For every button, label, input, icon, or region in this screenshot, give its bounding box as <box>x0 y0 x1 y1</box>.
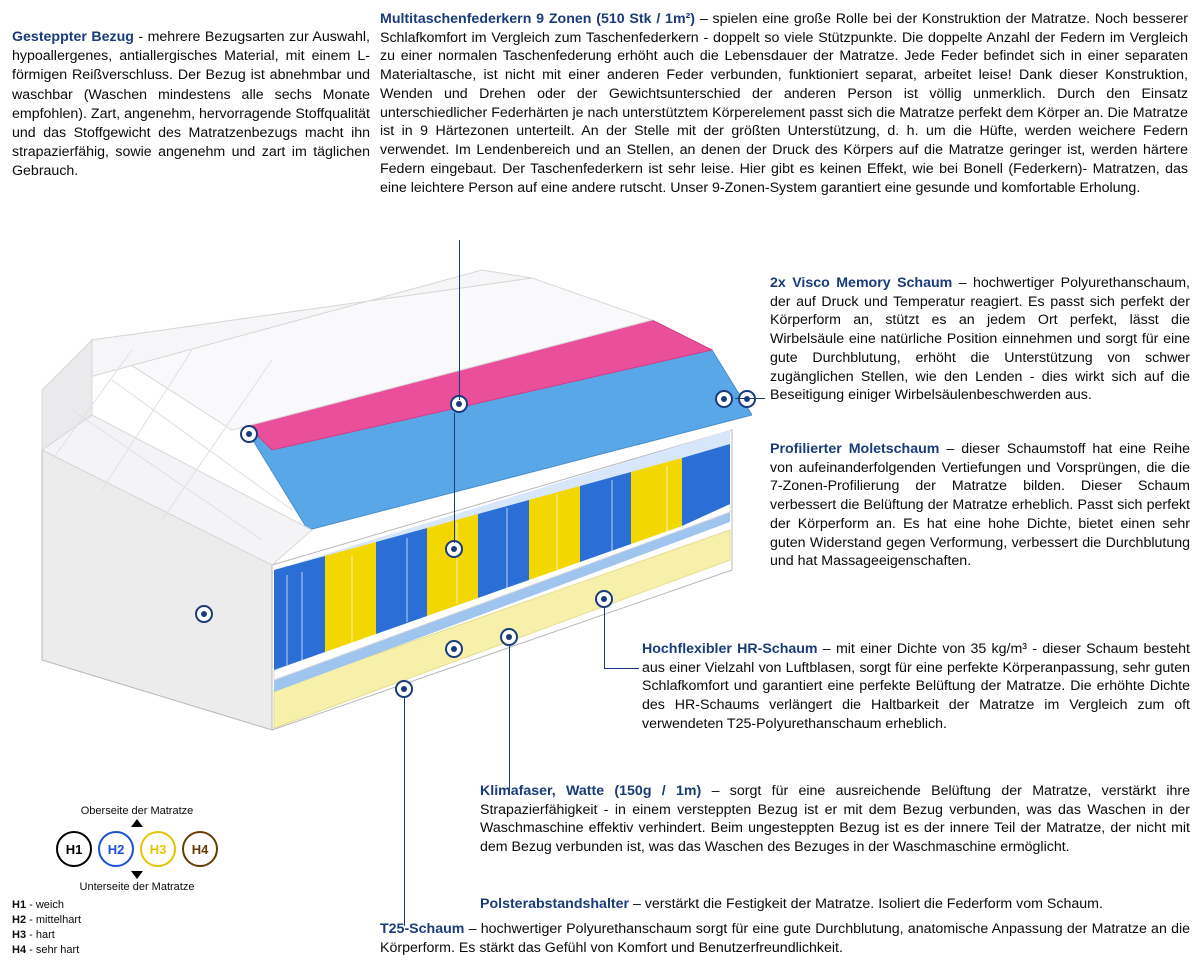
marker-polster <box>445 640 463 658</box>
section-springs: Multitaschenfederkern 9 Zonen (510 Stk /… <box>380 10 1188 197</box>
marker-cover <box>240 425 258 443</box>
mattress-diagram <box>12 260 752 740</box>
section-cover-body: - mehrere Bezugsarten zur Auswahl, hypoa… <box>12 29 370 179</box>
lead-hr-h <box>604 668 639 669</box>
lead-hr-v <box>604 608 605 668</box>
lead-springs <box>459 240 460 400</box>
marker-visco-1 <box>715 390 733 408</box>
marker-visco-2 <box>738 390 756 408</box>
arrow-up-icon <box>131 819 143 827</box>
section-klima: Klimafaser, Watte (150g / 1m) – sorgt fü… <box>480 782 1190 857</box>
section-springs-title: Multitaschenfederkern 9 Zonen (510 Stk /… <box>380 11 695 27</box>
section-visco-body: – hochwertiger Polyurethanschaum, der au… <box>770 275 1190 403</box>
lead-molet-v <box>454 413 455 543</box>
arrow-down-icon <box>131 871 143 879</box>
marker-klima <box>500 628 518 646</box>
key-h1-label: weich <box>36 899 64 911</box>
section-visco: 2x Visco Memory Schaum – hochwertiger Po… <box>770 274 1190 405</box>
section-springs-body: – spielen eine große Rolle bei der Konst… <box>380 11 1188 196</box>
section-polster: Polsterabstandshalter – verstärkt die Fe… <box>480 895 1190 914</box>
legend-h2: H2 <box>98 831 134 867</box>
legend-h4: H4 <box>182 831 218 867</box>
key-h2-label: mittelhart <box>36 914 81 926</box>
lead-t25-v <box>404 698 405 926</box>
legend-top-label: Oberseite der Matratze <box>27 805 247 817</box>
section-polster-body: – verstärkt die Festigkeit der Matratze.… <box>629 896 1103 912</box>
lead-visco <box>735 398 765 399</box>
key-h4-code: H4 <box>12 944 26 956</box>
section-cover: Gesteppter Bezug - mehrere Bezugsarten z… <box>12 28 370 181</box>
section-molet-title: Profilierter Moletschaum <box>770 441 939 457</box>
section-visco-title: 2x Visco Memory Schaum <box>770 275 952 291</box>
key-h2-code: H2 <box>12 914 26 926</box>
section-molet-body: – dieser Schaumstoff hat eine Reihe von … <box>770 441 1190 569</box>
lead-klima-v <box>509 646 510 791</box>
section-polster-title: Polsterabstandshalter <box>480 896 629 912</box>
hardness-legend: Oberseite der Matratze H1 H2 H3 H4 Unter… <box>27 805 247 893</box>
hardness-key: H1 - weich H2 - mittelhart H3 - hart H4 … <box>12 898 81 957</box>
section-klima-title: Klimafaser, Watte (150g / 1m) <box>480 783 701 799</box>
key-h3-code: H3 <box>12 929 26 941</box>
key-h4-label: sehr hart <box>36 944 79 956</box>
section-t25: T25-Schaum – hochwertiger Polyurethansch… <box>380 920 1190 957</box>
section-t25-title: T25-Schaum <box>380 921 464 937</box>
marker-hr <box>595 590 613 608</box>
marker-side <box>195 605 213 623</box>
key-h1-code: H1 <box>12 899 26 911</box>
legend-bottom-label: Unterseite der Matratze <box>27 881 247 893</box>
key-h3-label: hart <box>36 929 55 941</box>
legend-h3: H3 <box>140 831 176 867</box>
section-t25-body: – hochwertiger Polyurethanschaum sorgt f… <box>380 921 1190 956</box>
section-cover-title: Gesteppter Bezug <box>12 29 134 45</box>
marker-t25 <box>395 680 413 698</box>
section-molet: Profilierter Moletschaum – dieser Schaum… <box>770 440 1190 571</box>
legend-h1: H1 <box>56 831 92 867</box>
